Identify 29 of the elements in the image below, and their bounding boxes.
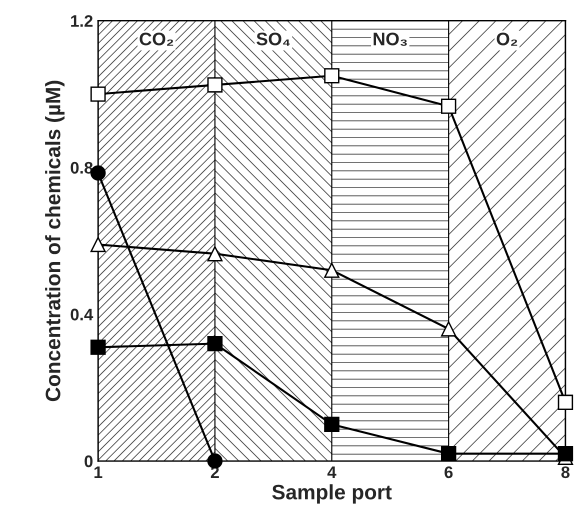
point	[90, 340, 106, 355]
x-axis-title: Sample port	[272, 484, 392, 504]
point	[324, 68, 340, 84]
y-axis-title: Concentration of chemicals (µM)	[45, 80, 65, 402]
y-tick-label: 0.4	[70, 308, 94, 320]
band-label: CO₂	[140, 32, 174, 46]
y-tick-label: 1.2	[71, 15, 93, 27]
point	[440, 446, 456, 462]
x-tick-label: 8	[561, 466, 570, 478]
point	[207, 336, 223, 352]
band-label: O₂	[496, 32, 518, 46]
band-label: NO₃	[374, 32, 407, 46]
band-label: SO₄	[256, 32, 290, 46]
x-tick-label: 4	[327, 466, 336, 478]
point	[558, 394, 574, 410]
point	[207, 77, 223, 93]
point	[90, 236, 106, 252]
point	[207, 453, 223, 469]
x-tick-label: 1	[94, 466, 102, 478]
point	[207, 246, 223, 262]
y-tick-label: 0	[84, 455, 93, 468]
point	[324, 416, 340, 432]
point	[90, 86, 106, 102]
point	[440, 321, 456, 337]
point	[440, 98, 456, 114]
point	[324, 262, 340, 278]
y-tick-label: 0.8	[70, 162, 93, 174]
x-tick-label: 6	[444, 466, 453, 478]
point	[558, 446, 574, 462]
